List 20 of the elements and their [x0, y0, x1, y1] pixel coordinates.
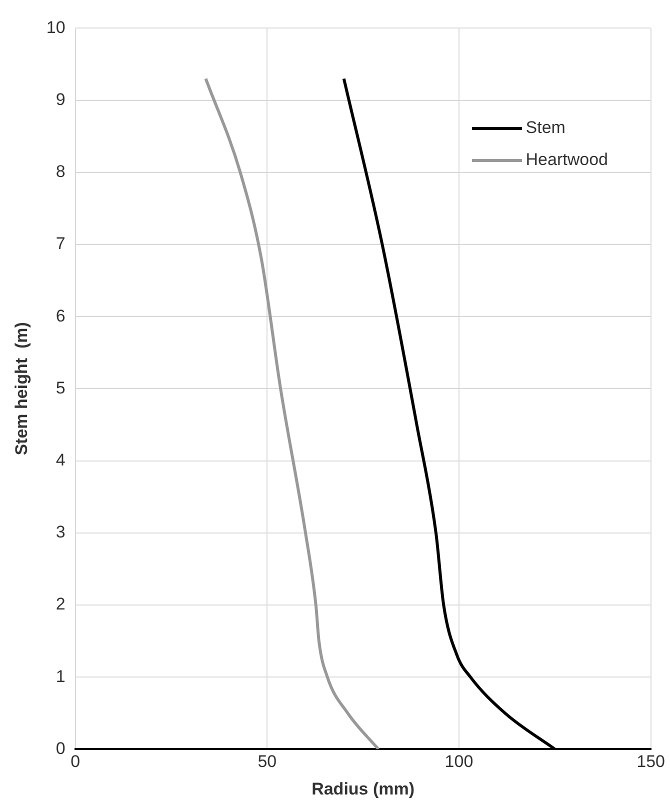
- line-series: [204, 77, 380, 750]
- y-tick-label: 6: [56, 306, 66, 326]
- y-tick-label: 8: [56, 162, 66, 182]
- legend-label: Stem: [526, 118, 566, 138]
- x-tick-label: 100: [444, 752, 474, 772]
- y-tick-label: 9: [56, 90, 66, 109]
- y-tick-label: 5: [56, 378, 66, 398]
- y-tick-label: 3: [56, 522, 66, 542]
- x-axis-title: Radius (mm): [312, 779, 415, 798]
- legend-label: Heartwood: [526, 150, 608, 170]
- x-tick-label: 150: [636, 752, 666, 772]
- y-tick-label: 2: [56, 594, 66, 614]
- y-tick-label: 10: [46, 18, 66, 37]
- y-tick-label: 4: [56, 450, 66, 470]
- y-axis-title: Stem height (m): [12, 322, 31, 456]
- x-tick-label: 50: [258, 752, 277, 772]
- y-tick-label: 1: [56, 666, 66, 686]
- y-tick-label: 7: [56, 234, 66, 254]
- x-tick-label: 0: [70, 752, 80, 772]
- y-tick-label: 0: [56, 738, 66, 758]
